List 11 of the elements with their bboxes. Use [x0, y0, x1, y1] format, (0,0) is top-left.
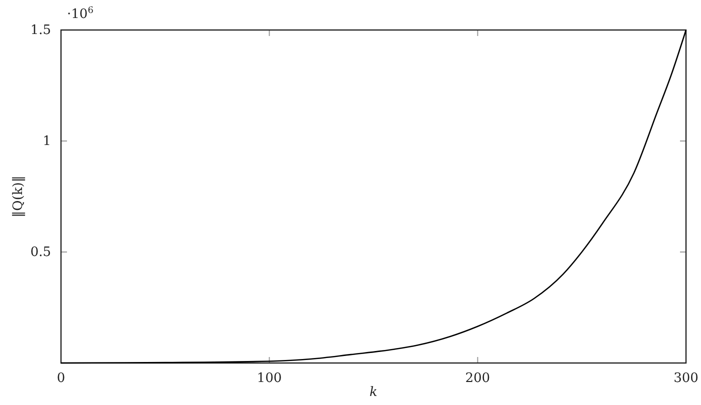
text: ·10$^{6}$: [67, 6, 94, 22]
x-tick-label: 200: [465, 371, 490, 386]
y-tick-label: 1.5: [30, 23, 51, 38]
x-tick-label: 0: [56, 371, 66, 386]
x-tick-label: 100: [256, 371, 282, 386]
line-series: [60, 29, 687, 364]
y-tick-label: 1: [42, 134, 51, 150]
x-tick-label: 300: [674, 371, 698, 386]
x-axis-title: k: [370, 385, 378, 400]
y-tick-label: 0.5: [30, 245, 51, 260]
y-axis-title: ‖Q(k)‖: [11, 176, 26, 218]
